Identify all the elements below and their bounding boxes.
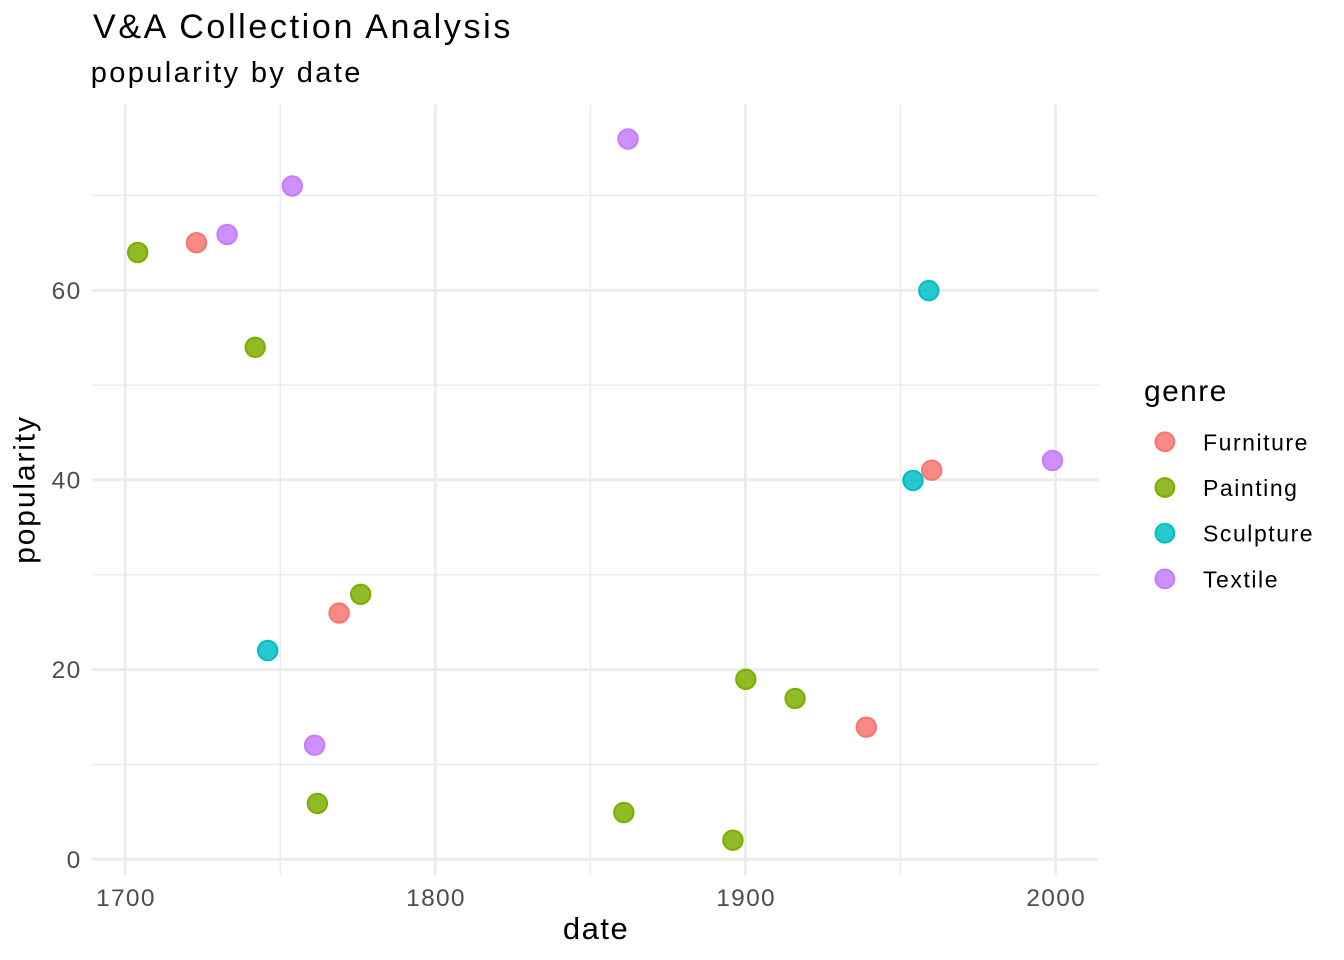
svg-text:1700: 1700 xyxy=(96,885,156,912)
svg-text:Textile: Textile xyxy=(1203,566,1279,592)
svg-text:Sculpture: Sculpture xyxy=(1203,521,1314,547)
svg-text:1800: 1800 xyxy=(406,885,466,912)
svg-text:20: 20 xyxy=(52,657,82,684)
svg-text:2000: 2000 xyxy=(1026,885,1086,912)
svg-text:60: 60 xyxy=(52,278,82,305)
svg-text:V&A Collection Analysis: V&A Collection Analysis xyxy=(93,8,513,46)
svg-text:0: 0 xyxy=(67,847,82,874)
svg-text:1900: 1900 xyxy=(716,885,776,912)
svg-text:popularity: popularity xyxy=(9,415,42,564)
svg-text:Painting: Painting xyxy=(1203,475,1299,501)
svg-text:genre: genre xyxy=(1144,375,1228,408)
svg-text:Furniture: Furniture xyxy=(1203,429,1309,455)
svg-text:date: date xyxy=(563,911,629,946)
svg-text:popularity by date: popularity by date xyxy=(91,57,363,89)
svg-text:40: 40 xyxy=(52,468,82,495)
